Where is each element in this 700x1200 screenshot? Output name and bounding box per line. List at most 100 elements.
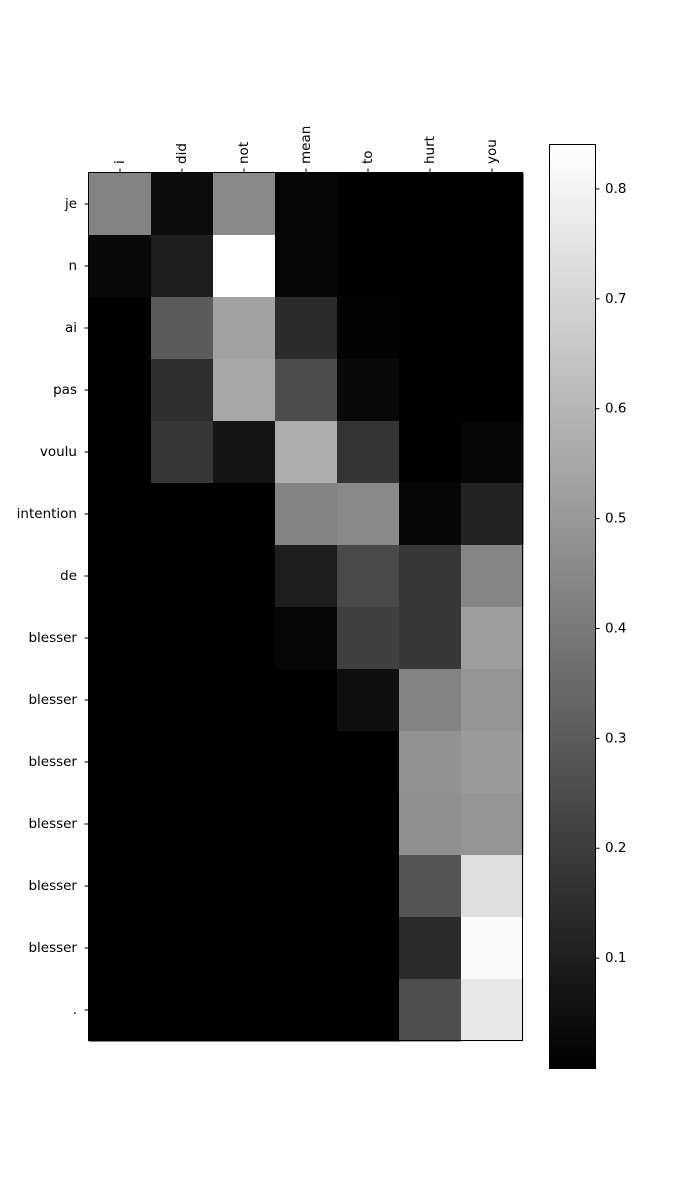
heatmap-cell (151, 483, 214, 546)
heatmap-cell (89, 855, 152, 918)
heatmap-cell (151, 793, 214, 856)
heatmap-cell (399, 359, 462, 422)
y-tick-label: n (68, 258, 77, 274)
heatmap-cell (89, 731, 152, 794)
colorbar-tick-label: 0.6 (605, 401, 626, 417)
heatmap-cell (151, 173, 214, 236)
x-tick-label: to (360, 150, 376, 164)
y-tick-label: pas (53, 382, 77, 398)
heatmap-cell (89, 793, 152, 856)
heatmap-cell (461, 669, 524, 732)
heatmap-cell (151, 607, 214, 670)
heatmap-cell (213, 297, 276, 360)
heatmap-cells (89, 173, 524, 1042)
heatmap-cell (213, 917, 276, 980)
y-tick-label: de (60, 568, 77, 584)
heatmap-cell (89, 297, 152, 360)
y-tick-label: blesser (28, 630, 77, 646)
heatmap-cell (151, 855, 214, 918)
heatmap-cell (151, 359, 214, 422)
heatmap-cell (275, 731, 338, 794)
heatmap-cell (337, 855, 400, 918)
heatmap-cell (151, 917, 214, 980)
x-axis-ticks: i did not mean to hurt you (112, 126, 500, 173)
heatmap-cell (275, 173, 338, 236)
heatmap-cell (337, 297, 400, 360)
heatmap-cell (151, 297, 214, 360)
heatmap-cell (275, 421, 338, 484)
x-tick-label: mean (298, 126, 314, 164)
heatmap-cell (89, 545, 152, 608)
heatmap-cell (461, 855, 524, 918)
heatmap-cell (461, 731, 524, 794)
heatmap-cell (275, 669, 338, 732)
heatmap-cell (337, 545, 400, 608)
heatmap-cell (213, 731, 276, 794)
x-tick-label: i (112, 160, 128, 164)
heatmap-cell (89, 421, 152, 484)
heatmap-cell (151, 979, 214, 1042)
y-tick-label: blesser (28, 940, 77, 956)
heatmap-cell (213, 855, 276, 918)
heatmap-cell (399, 483, 462, 546)
heatmap-cell (399, 173, 462, 236)
heatmap-cell (399, 669, 462, 732)
heatmap-cell (399, 421, 462, 484)
heatmap-cell (275, 917, 338, 980)
heatmap-cell (399, 607, 462, 670)
heatmap-cell (89, 359, 152, 422)
heatmap-cell (399, 979, 462, 1042)
x-tick-label: you (484, 139, 500, 164)
heatmap-cell (399, 731, 462, 794)
heatmap-cell (399, 855, 462, 918)
heatmap-cell (213, 421, 276, 484)
y-tick-label: blesser (28, 692, 77, 708)
colorbar-tick-label: 0.2 (605, 840, 626, 856)
heatmap-cell (461, 297, 524, 360)
heatmap-cell (337, 483, 400, 546)
heatmap-cell (89, 235, 152, 298)
heatmap-cell (151, 235, 214, 298)
y-tick-label: blesser (28, 816, 77, 832)
heatmap-cell (461, 173, 524, 236)
heatmap-cell (151, 421, 214, 484)
colorbar-tick-label: 0.1 (605, 950, 626, 966)
heatmap-cell (213, 235, 276, 298)
heatmap-cell (399, 917, 462, 980)
heatmap-cell (461, 359, 524, 422)
heatmap-cell (275, 855, 338, 918)
heatmap-cell (213, 793, 276, 856)
y-axis-ticks: je n ai pas voulu intention de blesser blesser bl… (17, 196, 89, 1018)
y-tick-label: . (73, 1002, 77, 1018)
heatmap-cell (337, 421, 400, 484)
colorbar-tick-label: 0.7 (605, 291, 626, 307)
heatmap-cell (399, 297, 462, 360)
y-tick-label: intention (17, 506, 77, 522)
heatmap-cell (275, 483, 338, 546)
heatmap-cell (89, 483, 152, 546)
heatmap-cell (213, 545, 276, 608)
heatmap-cell (337, 607, 400, 670)
y-tick-label: voulu (40, 444, 77, 460)
heatmap-cell (337, 359, 400, 422)
x-tick-label: not (236, 142, 252, 164)
heatmap-cell (461, 235, 524, 298)
heatmap-cell (275, 359, 338, 422)
heatmap-cell (213, 979, 276, 1042)
y-tick-label: blesser (28, 878, 77, 894)
colorbar-tick-label: 0.8 (605, 181, 626, 197)
heatmap-cell (275, 545, 338, 608)
heatmap-cell (89, 669, 152, 732)
x-tick-label: did (174, 143, 190, 164)
colorbar-ticks: 0.1 0.2 0.3 0.4 0.5 0.6 0.7 0.8 (595, 181, 626, 966)
heatmap-cell (461, 793, 524, 856)
heatmap-cell (399, 545, 462, 608)
x-tick-label: hurt (422, 136, 438, 164)
heatmap-cell (461, 979, 524, 1042)
y-tick-label: ai (65, 320, 77, 336)
heatmap-cell (399, 793, 462, 856)
heatmap-cell (461, 545, 524, 608)
heatmap-cell (461, 917, 524, 980)
y-tick-label: blesser (28, 754, 77, 770)
heatmap-cell (151, 669, 214, 732)
